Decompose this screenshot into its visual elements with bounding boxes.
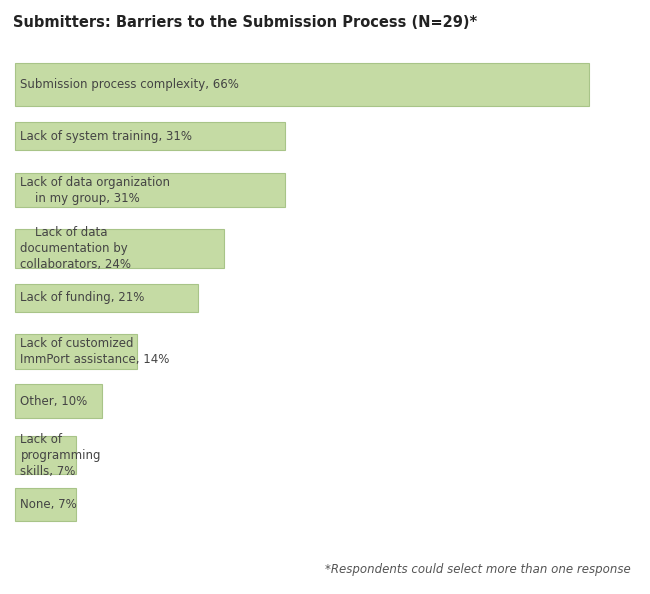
Text: Submission process complexity, 66%: Submission process complexity, 66% [21,78,239,91]
Text: Lack of data
documentation by
collaborators, 24%: Lack of data documentation by collaborat… [21,226,131,271]
Text: *Respondents could select more than one response: *Respondents could select more than one … [325,563,630,576]
FancyBboxPatch shape [15,284,198,312]
Text: Lack of data organization
    in my group, 31%: Lack of data organization in my group, 3… [21,176,170,205]
Text: None, 7%: None, 7% [21,498,77,511]
Text: Lack of funding, 21%: Lack of funding, 21% [21,291,145,304]
FancyBboxPatch shape [15,488,76,521]
FancyBboxPatch shape [15,173,285,207]
Text: Lack of system training, 31%: Lack of system training, 31% [21,130,192,143]
FancyBboxPatch shape [15,229,224,268]
Text: Other, 10%: Other, 10% [21,394,88,407]
FancyBboxPatch shape [15,435,76,475]
Text: Submitters: Barriers to the Submission Process (N=29)*: Submitters: Barriers to the Submission P… [13,15,477,30]
FancyBboxPatch shape [15,384,102,418]
Text: Lack of customized
ImmPort assistance, 14%: Lack of customized ImmPort assistance, 1… [21,337,170,366]
FancyBboxPatch shape [15,334,136,369]
Text: Lack of
programming
skills, 7%: Lack of programming skills, 7% [21,432,101,478]
FancyBboxPatch shape [15,122,285,150]
FancyBboxPatch shape [15,63,589,106]
